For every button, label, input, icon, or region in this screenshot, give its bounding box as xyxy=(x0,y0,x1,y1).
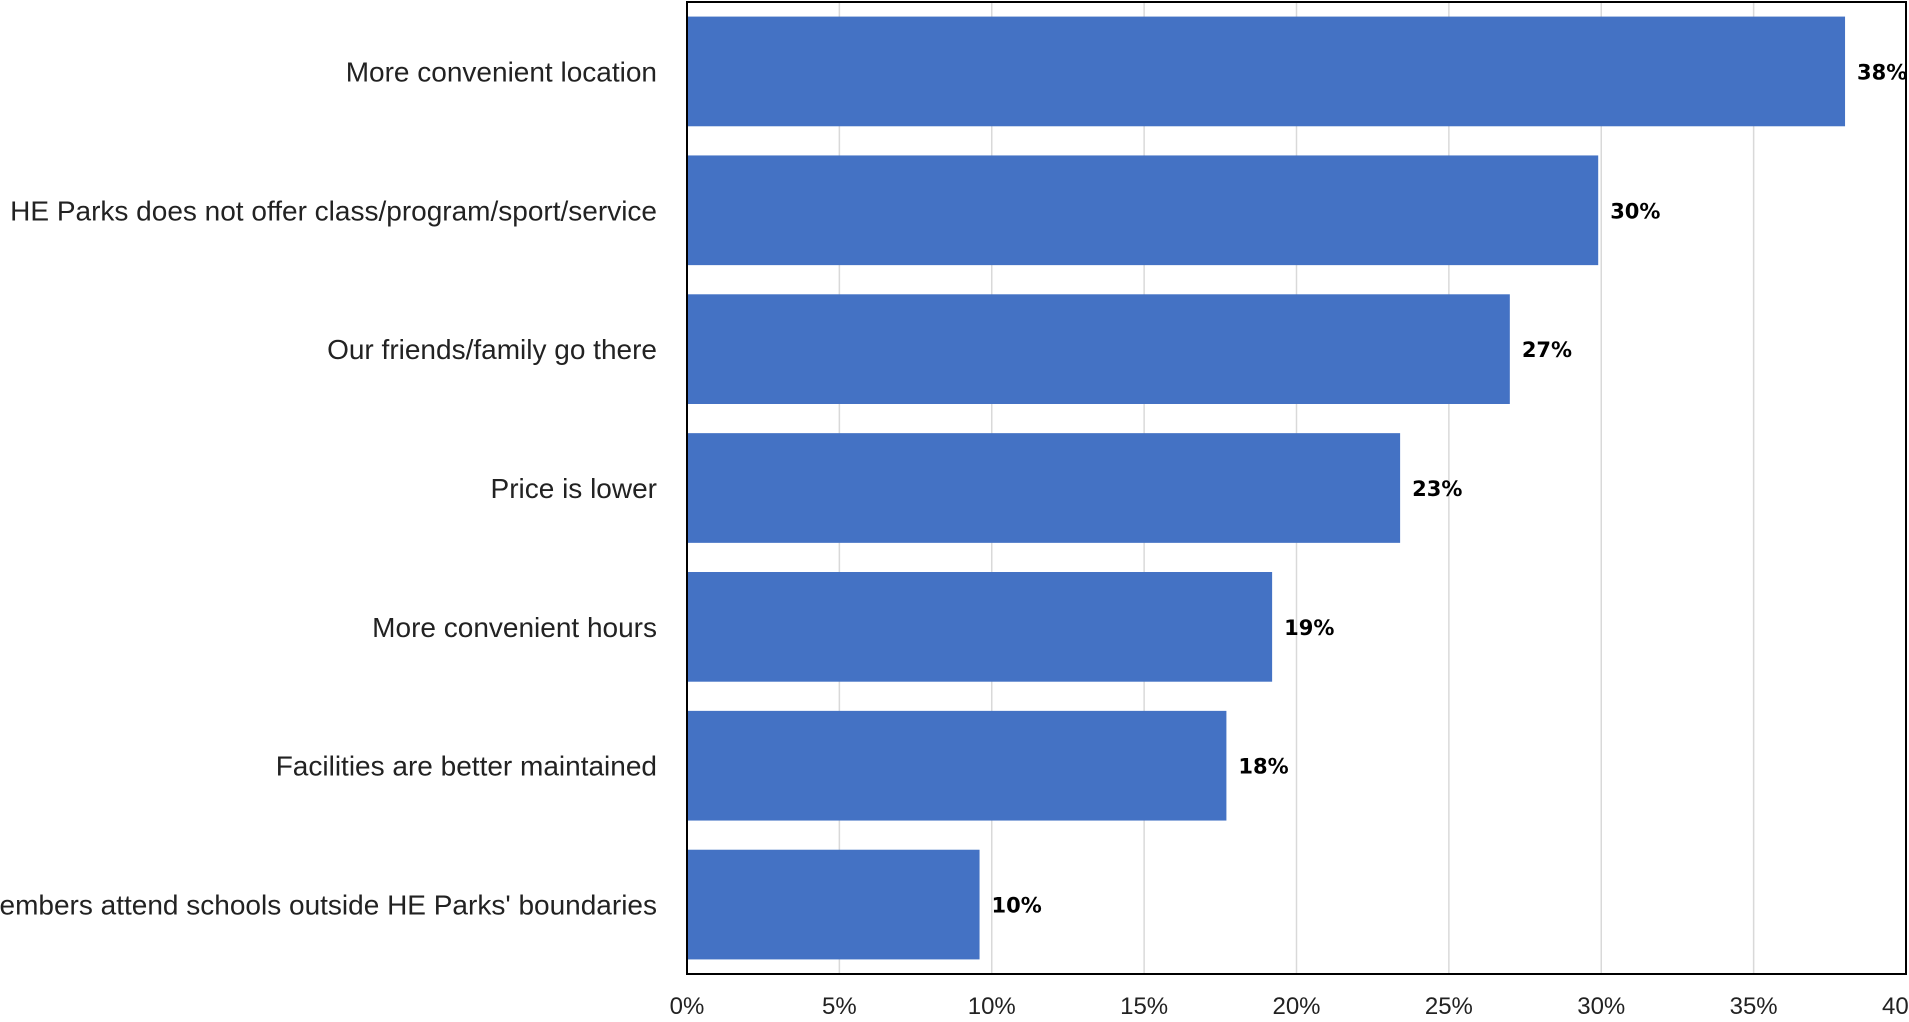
data-label: 18% xyxy=(1238,755,1288,779)
x-tick-label: 5% xyxy=(822,993,857,1020)
category-label: Price is lower xyxy=(491,473,657,504)
data-label: 10% xyxy=(992,894,1042,918)
bar xyxy=(687,16,1846,127)
bar xyxy=(687,572,1273,682)
category-label: Our friends/family go there xyxy=(327,334,657,365)
x-tick-label: 35% xyxy=(1730,993,1778,1020)
x-tick-label: 0% xyxy=(670,993,705,1020)
data-label: 19% xyxy=(1284,616,1334,640)
bars xyxy=(687,16,1846,960)
x-tick-label: 40% xyxy=(1882,993,1909,1020)
category-labels: More convenient location HE Parks does no… xyxy=(0,56,657,920)
plot-area-frame xyxy=(686,1,1907,975)
data-label: 38% xyxy=(1857,60,1907,84)
x-tick-label: 15% xyxy=(1120,993,1168,1020)
category-label: Facilities are better maintained xyxy=(276,751,657,782)
x-tick-label: 25% xyxy=(1425,993,1473,1020)
data-label: 30% xyxy=(1610,199,1660,223)
bar xyxy=(687,710,1227,821)
category-label: HE Parks does not offer class/program/sp… xyxy=(10,195,657,226)
category-label: More convenient hours xyxy=(372,612,657,643)
bar xyxy=(687,294,1510,404)
x-axis-ticks: 0% 5% 10% 15% 20% 25% 30% 35% 40% xyxy=(670,993,1909,1020)
bar xyxy=(687,155,1599,266)
bar xyxy=(687,849,980,960)
x-tick-label: 30% xyxy=(1577,993,1625,1020)
bar xyxy=(687,433,1401,543)
x-tick-label: 10% xyxy=(968,993,1016,1020)
data-label: 23% xyxy=(1412,477,1462,501)
x-tick-label: 20% xyxy=(1272,993,1320,1020)
data-label: 27% xyxy=(1522,338,1572,362)
data-labels: 38% 30% 27% 23% 19% 18% 10% xyxy=(992,60,1908,917)
category-label: More convenient location xyxy=(346,56,657,87)
category-label: Household members attend schools outside… xyxy=(0,890,657,921)
